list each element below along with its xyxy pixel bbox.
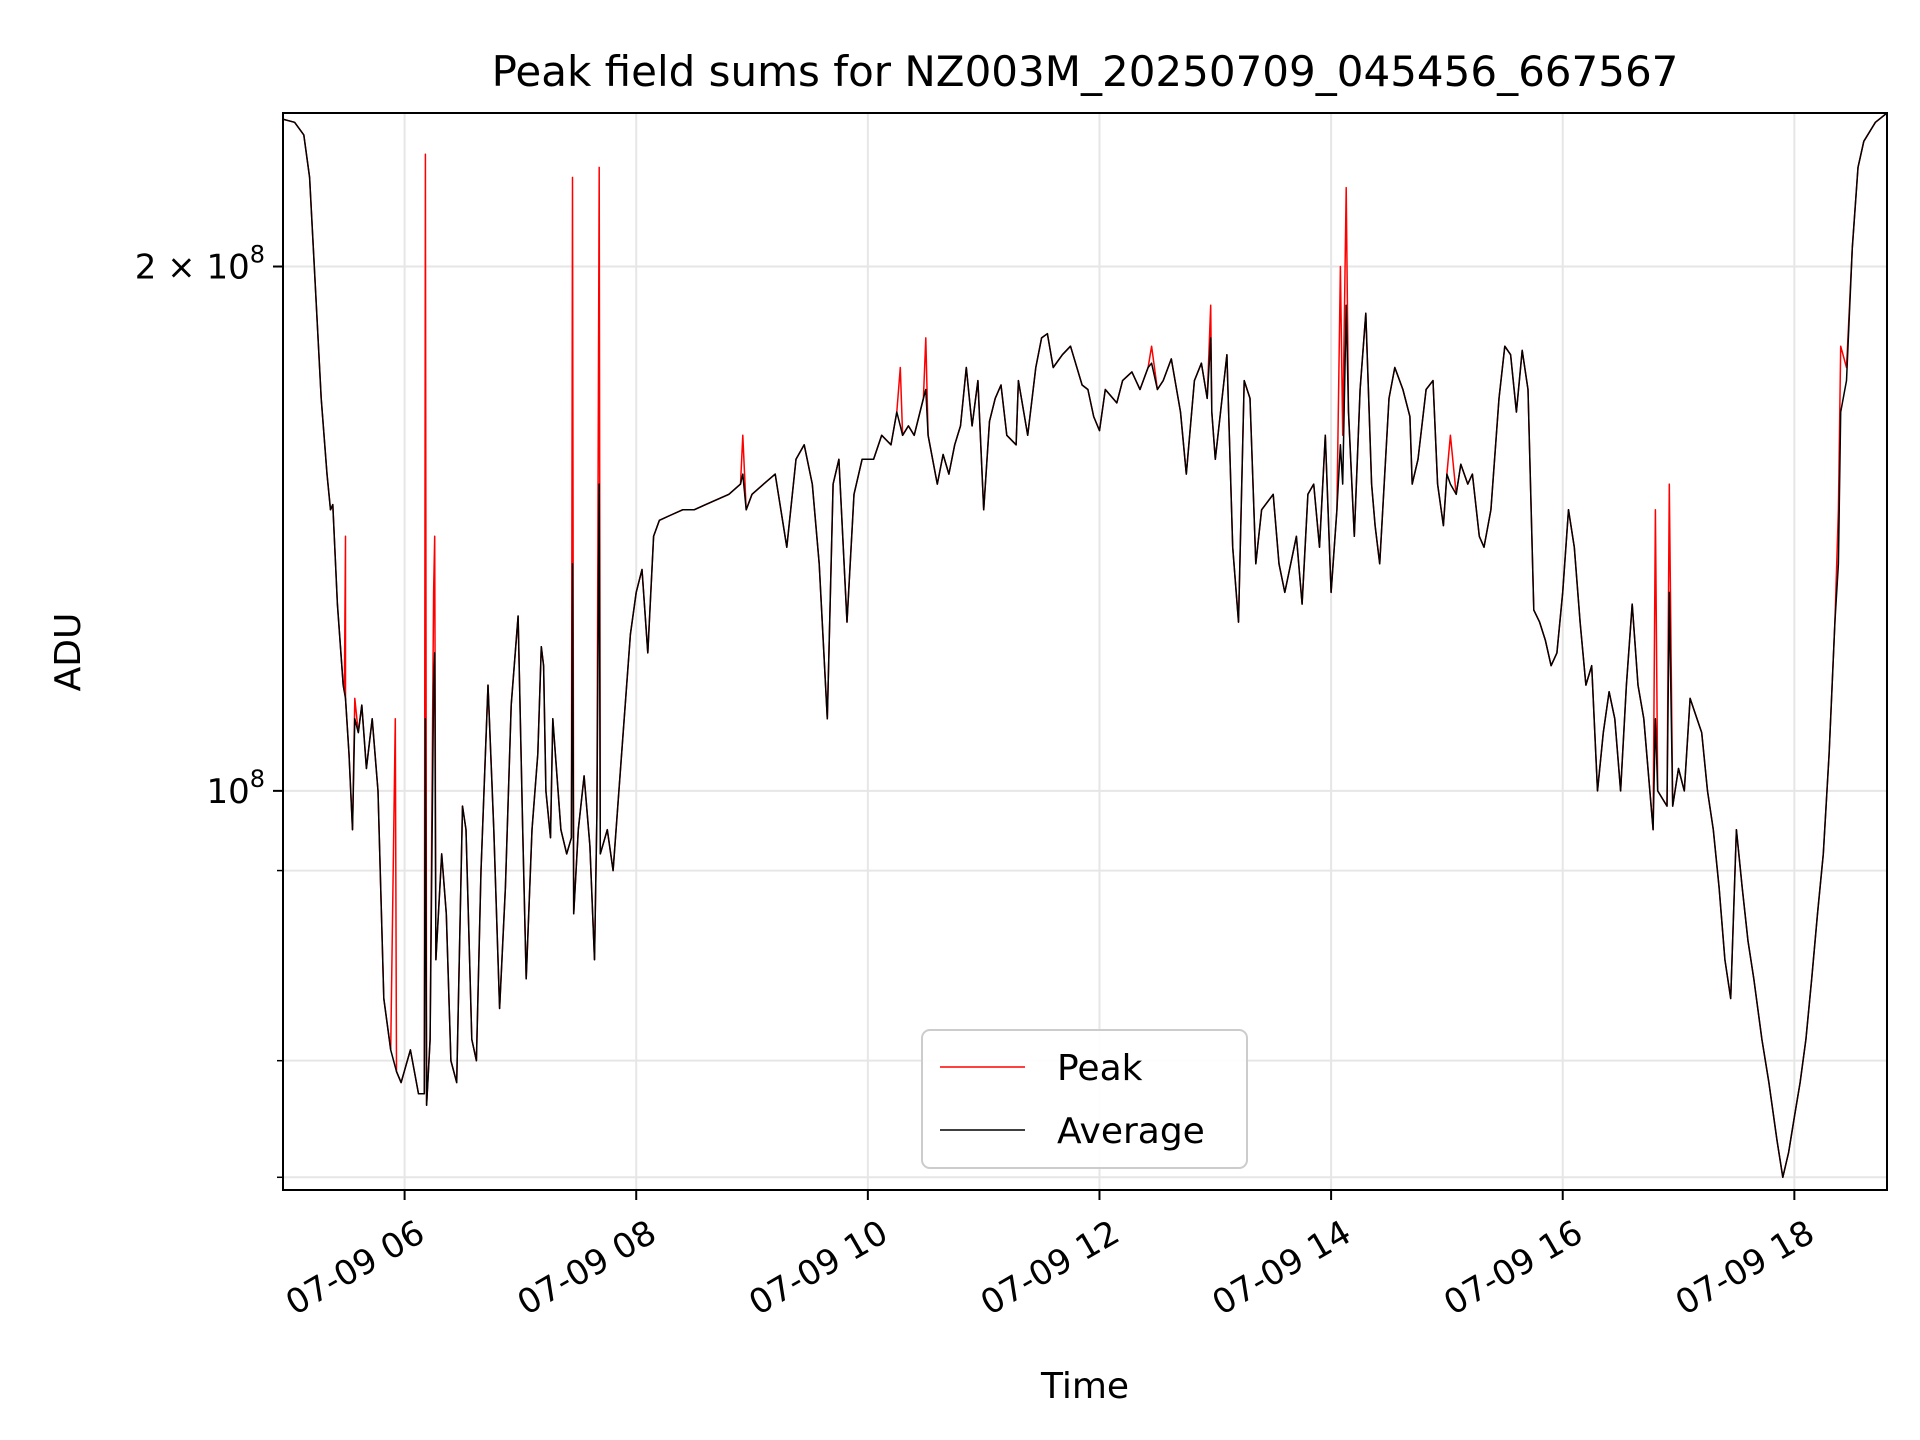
chart-title: Peak field sums for NZ003M_20250709_0454… (492, 47, 1679, 96)
series-line-average (283, 113, 1887, 1179)
y-tick-label: 2 × 108 (135, 241, 265, 288)
series-lines (283, 113, 1887, 1179)
legend-label-average: Average (1057, 1111, 1205, 1152)
legend-box (921, 1029, 1248, 1169)
plot-area-frame (282, 112, 1888, 1191)
legend-label-peak: Peak (1057, 1048, 1143, 1089)
y-axis-label: ADU (48, 613, 89, 692)
legend: Peak Average (921, 1029, 1248, 1169)
grid (283, 113, 1887, 1190)
y-tick-label: 108 (206, 765, 265, 812)
x-axis-label: Time (1040, 1366, 1129, 1407)
